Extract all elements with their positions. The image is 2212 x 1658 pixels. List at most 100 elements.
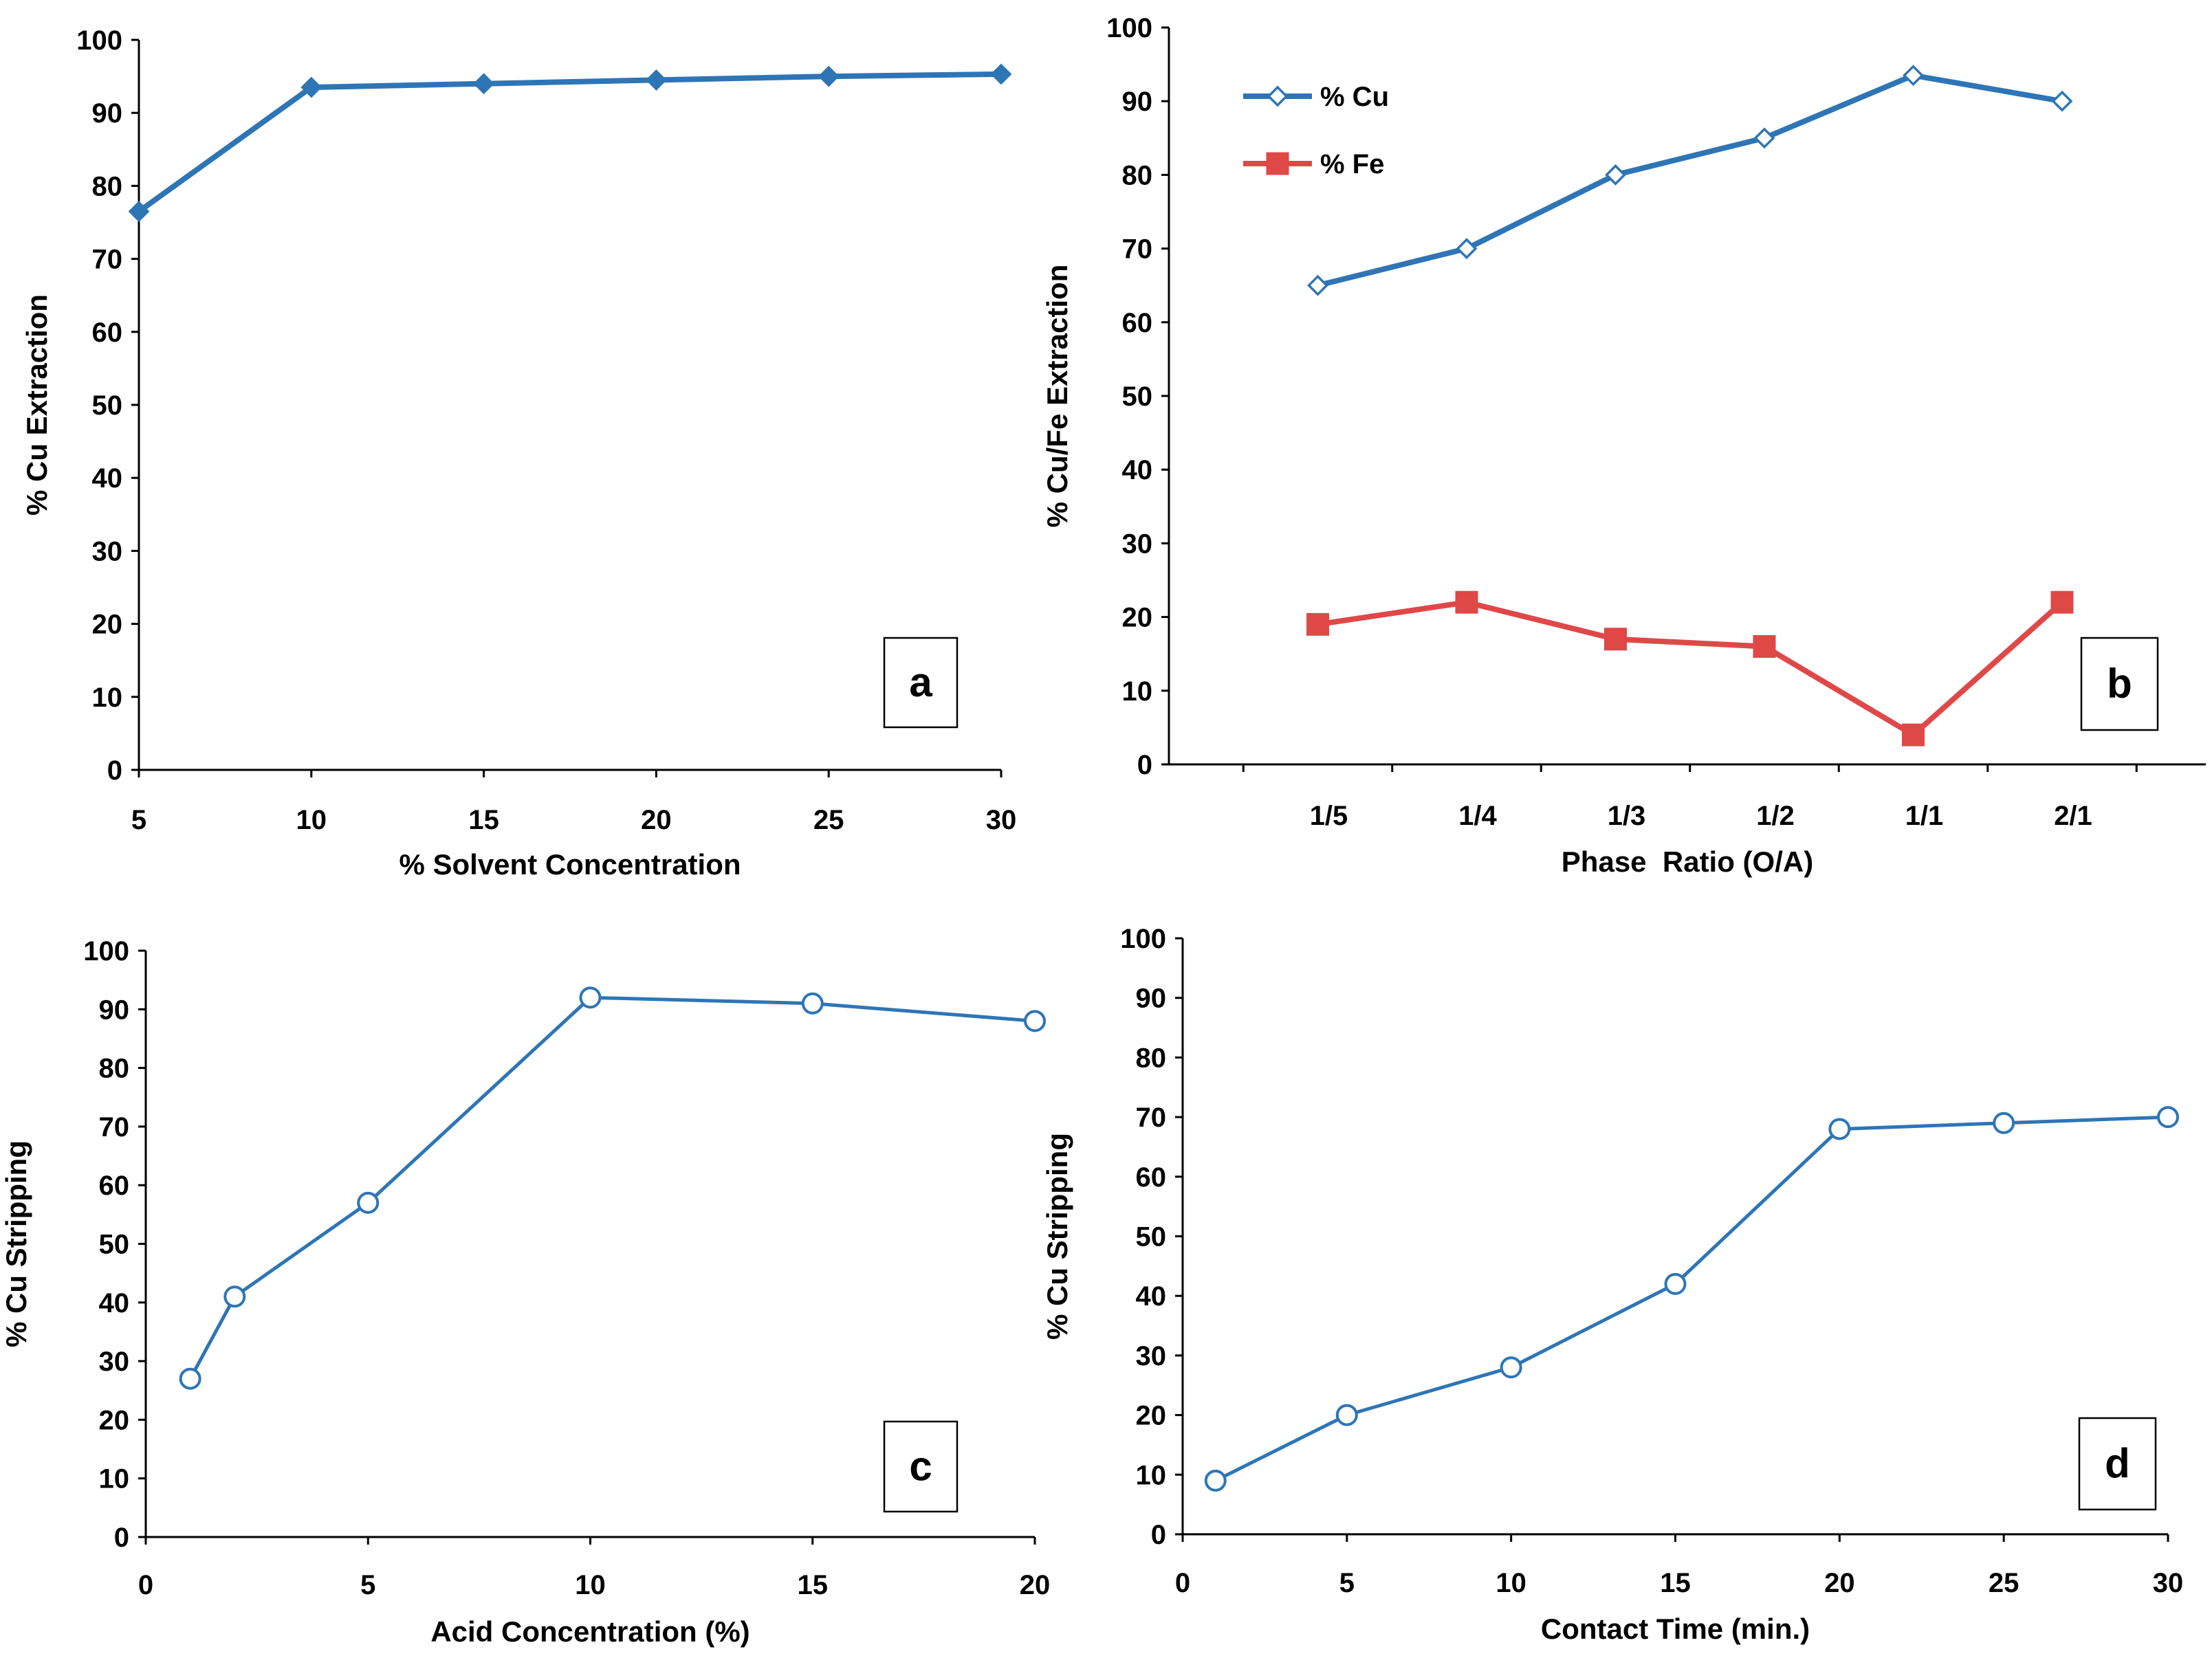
data-point xyxy=(223,1285,246,1308)
y-tick-label: 10 xyxy=(1136,1460,1167,1490)
panel-label: c xyxy=(909,1444,932,1490)
legend-label: % Cu xyxy=(1320,82,1389,112)
data-point xyxy=(1664,1272,1687,1295)
x-tick-label: 10 xyxy=(296,805,327,835)
data-point xyxy=(2051,90,2073,112)
x-axis-title: Phase Ratio (O/A) xyxy=(1562,845,1813,878)
panel-c: 0 10 20 30 40 50 60 70 80 90 100 0 5 10 15 20 Acid Conce… xyxy=(0,936,1050,1648)
data-point xyxy=(179,1367,201,1390)
series-line xyxy=(1317,599,2064,738)
series-fe xyxy=(1306,590,2074,747)
y-tick-label: 20 xyxy=(92,610,123,640)
y-tick-label: 20 xyxy=(1122,603,1153,633)
y-tick-label: 50 xyxy=(1122,382,1153,412)
series-line xyxy=(1317,72,2063,289)
data-point xyxy=(1753,127,1775,149)
data-point xyxy=(1307,274,1328,296)
x-tick-label: 15 xyxy=(798,1570,829,1600)
series-cu xyxy=(1307,65,2073,296)
y-tick-label: 10 xyxy=(99,1464,130,1494)
data-point xyxy=(1604,628,1627,651)
y-tick-label: 100 xyxy=(1120,924,1166,954)
y-tick-label: 40 xyxy=(1136,1281,1167,1312)
y-tick-label: 30 xyxy=(92,536,123,566)
y-tick-label: 10 xyxy=(1122,676,1153,707)
x-tick-label: 1/2 xyxy=(1756,801,1795,831)
y-axis-title: % Cu/Fe Extraction xyxy=(1041,265,1073,528)
y-tick-label: 10 xyxy=(92,683,123,713)
data-point xyxy=(1024,1010,1046,1032)
panel-label-box xyxy=(883,637,959,729)
y-tick-label: 70 xyxy=(1122,234,1153,265)
y-tick-label: 70 xyxy=(1136,1103,1167,1133)
x-tick-label: 10 xyxy=(575,1570,606,1600)
data-point xyxy=(2050,590,2074,614)
series-line xyxy=(1214,1115,2169,1483)
y-tick-label: 30 xyxy=(1136,1341,1167,1371)
x-tick-label: 15 xyxy=(1660,1568,1691,1598)
panel-label: b xyxy=(2107,661,2132,707)
y-tick-label: 20 xyxy=(1136,1401,1167,1431)
x-tick-label: 25 xyxy=(813,805,844,835)
data-point xyxy=(1605,164,1626,186)
y-tick-label: 0 xyxy=(107,755,122,786)
y-tick-label: 40 xyxy=(92,463,123,494)
panel-a: 0 10 20 30 40 50 60 70 80 90 100 5 10 15 20 25 30 % Solve… xyxy=(21,25,1016,881)
data-point xyxy=(1902,723,1925,747)
panel-b: 0 10 20 30 40 50 60 70 80 90 100 1/5 1/4 1/3 1/2 1/1 2/1… xyxy=(1041,13,2206,878)
panel-label-box xyxy=(883,1420,959,1513)
x-axis-title: % Solvent Concentration xyxy=(399,848,741,881)
y-tick-label: 90 xyxy=(92,98,123,129)
data-point xyxy=(473,73,495,95)
data-point xyxy=(645,69,667,91)
data-point xyxy=(1828,1118,1851,1140)
x-tick-label: 20 xyxy=(1824,1568,1855,1598)
x-tick-label: 2/1 xyxy=(2054,801,2092,831)
data-point xyxy=(1500,1356,1522,1379)
data-point xyxy=(1456,238,1478,260)
y-tick-label: 50 xyxy=(92,390,123,421)
data-point xyxy=(801,992,824,1015)
y-tick-label: 70 xyxy=(92,245,123,275)
y-tick-label: 100 xyxy=(1106,13,1152,43)
panel-label: d xyxy=(2105,1441,2130,1487)
data-point xyxy=(1335,1404,1358,1426)
x-tick-label: 5 xyxy=(360,1570,375,1600)
y-tick-label: 70 xyxy=(99,1112,130,1142)
x-tick-label: 1/5 xyxy=(1310,801,1348,831)
x-tick-label: 30 xyxy=(2153,1568,2184,1598)
y-tick-label: 80 xyxy=(92,171,123,201)
x-tick-label: 10 xyxy=(1496,1568,1526,1598)
x-tick-label: 5 xyxy=(1339,1568,1355,1598)
x-tick-label: 0 xyxy=(138,1570,153,1600)
data-point xyxy=(2157,1106,2179,1129)
y-tick-label: 80 xyxy=(99,1054,130,1084)
panel-label: a xyxy=(909,659,932,705)
y-tick-label: 80 xyxy=(1122,160,1153,190)
data-point xyxy=(818,65,840,87)
data-point xyxy=(1455,590,1478,614)
y-tick-label: 100 xyxy=(83,936,129,966)
data-point xyxy=(128,201,150,222)
data-point xyxy=(579,986,602,1009)
series-cu xyxy=(1204,1106,2179,1492)
x-axis-title: Acid Concentration (%) xyxy=(430,1615,749,1648)
y-tick-label: 0 xyxy=(1137,750,1152,780)
y-axis-title: % Cu Stripping xyxy=(0,1140,32,1347)
y-tick-label: 60 xyxy=(1136,1162,1167,1193)
legend: % Cu % Fe xyxy=(1243,82,1389,179)
x-tick-label: 30 xyxy=(986,805,1017,835)
y-tick-label: 0 xyxy=(1151,1520,1166,1550)
series-cu xyxy=(179,986,1046,1390)
x-tick-label: 20 xyxy=(1020,1570,1051,1600)
x-tick-label: 0 xyxy=(1175,1568,1190,1598)
panel-d: 0 10 20 30 40 50 60 70 80 90 100 0 5 10 15 20 25 30 Contac… xyxy=(1041,924,2183,1645)
y-tick-label: 40 xyxy=(99,1288,130,1318)
panel-label-box xyxy=(2080,637,2159,731)
x-tick-label: 5 xyxy=(131,805,146,835)
panel-label-box xyxy=(2078,1417,2157,1511)
x-tick-label: 1/1 xyxy=(1905,801,1944,831)
data-point xyxy=(300,76,322,98)
x-tick-label: 15 xyxy=(468,805,499,835)
